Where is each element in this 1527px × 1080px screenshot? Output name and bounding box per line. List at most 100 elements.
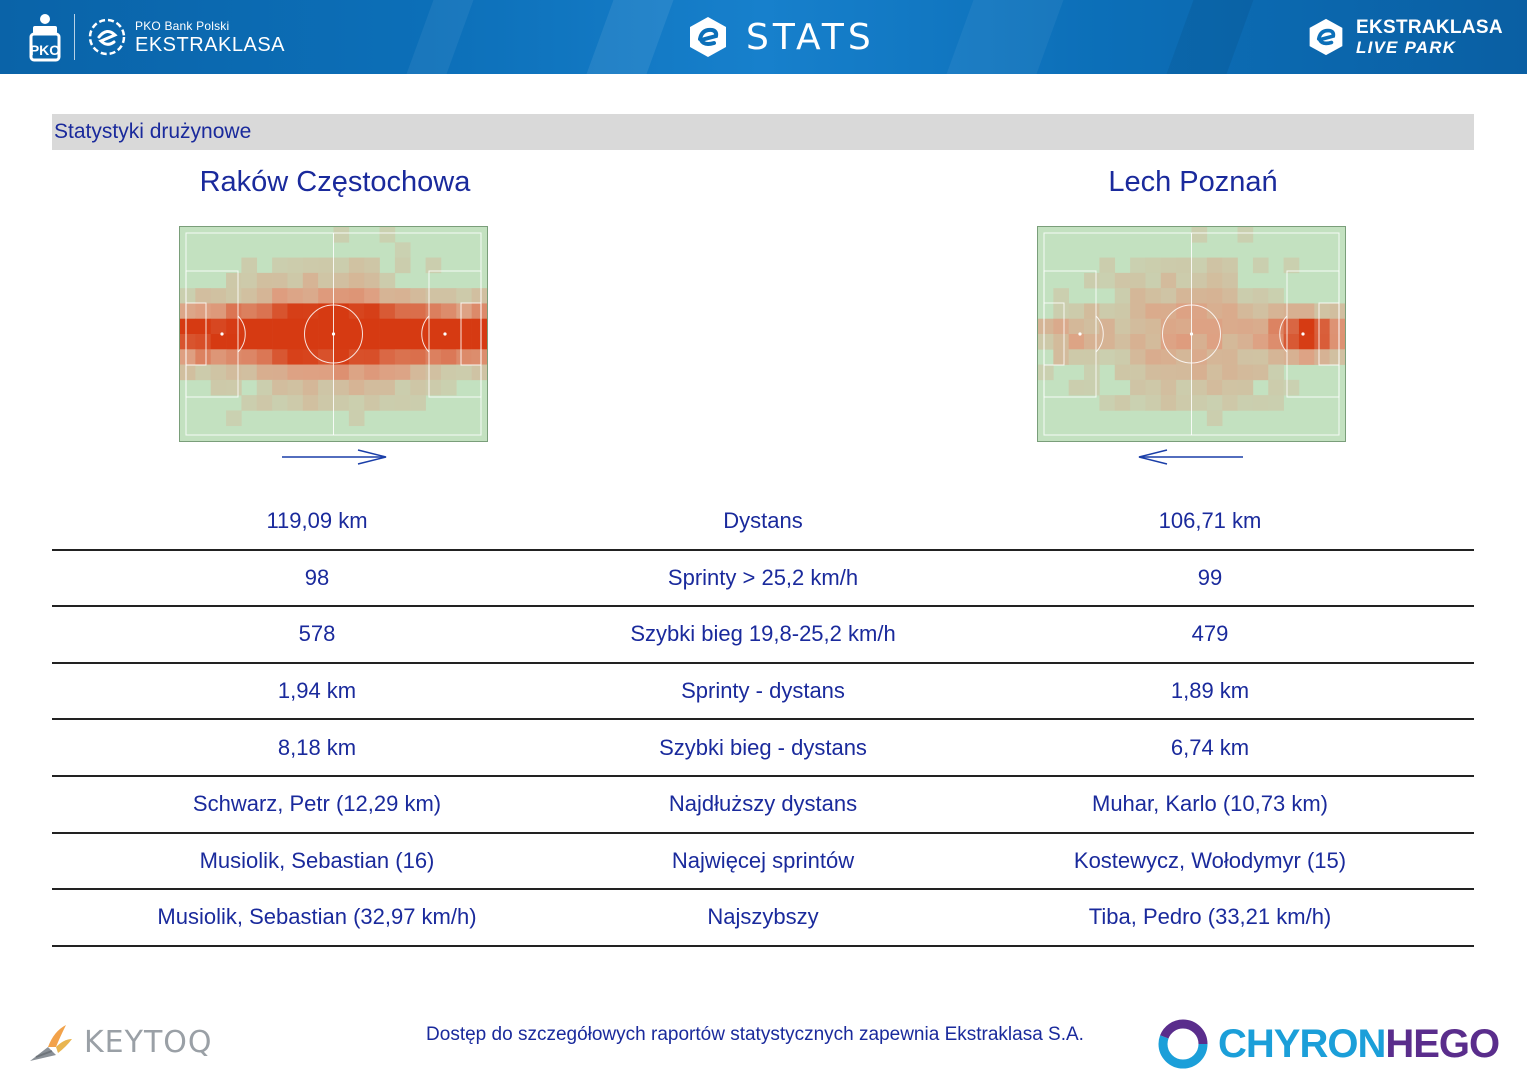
heatmap-cell xyxy=(379,227,396,243)
heatmap-cell xyxy=(1268,334,1284,350)
heatmap-cell xyxy=(440,364,457,381)
heatmap-cell xyxy=(1114,349,1131,365)
heatmap-cell xyxy=(1268,303,1284,320)
heatmap-cell xyxy=(379,364,396,381)
heatmap-cell xyxy=(333,318,350,335)
heatmap-cell xyxy=(1053,349,1069,365)
chyronhego-logo: CHYRON HEGO xyxy=(1156,1016,1500,1072)
heatmap-cell xyxy=(180,303,196,320)
arrow-left-icon xyxy=(1138,449,1243,465)
footer-note: Dostęp do szczegółowych raportów statyst… xyxy=(426,1024,1084,1045)
heatmap-cell xyxy=(1130,364,1146,381)
heatmap-cell xyxy=(348,257,365,274)
team-name-home: Raków Częstochowa xyxy=(199,166,471,198)
heatmap-cell xyxy=(425,349,442,365)
heatmap-cell xyxy=(180,349,196,365)
heatmap-cell xyxy=(379,272,396,289)
heatmap-cell xyxy=(318,334,334,350)
table-row: 8,18 km Szybki bieg - dystans 6,74 km xyxy=(52,720,1474,777)
heatmap-cell xyxy=(1237,364,1254,381)
heatmap-cell xyxy=(226,334,242,350)
hego-text: HEGO xyxy=(1385,1021,1500,1066)
heatmap-cell xyxy=(1145,272,1162,289)
heatmap-cell xyxy=(1252,318,1269,335)
keytoq-logo: KEYTOQ xyxy=(26,1016,213,1068)
heatmap-cell xyxy=(210,288,227,304)
brand-small-text: PKO Bank Polski xyxy=(135,18,230,33)
heatmap-cell xyxy=(287,318,304,335)
heatmap-cell xyxy=(1145,334,1162,350)
heatmap-cell xyxy=(348,379,365,396)
team-name-away: Lech Poznań xyxy=(1108,166,1278,198)
heatmap-cell xyxy=(456,303,472,320)
heatmap-cell xyxy=(1191,318,1208,335)
heatmap-cell xyxy=(1068,379,1085,396)
heatmap-cell xyxy=(425,334,442,350)
heatmap-cell xyxy=(1237,349,1254,365)
heatmap-cell xyxy=(272,349,288,365)
heatmap-cell xyxy=(226,318,242,335)
heatmap-cell xyxy=(1053,288,1069,304)
pitch-spot xyxy=(1301,332,1305,336)
heatmap-cell xyxy=(1314,303,1330,320)
heatmap-cell xyxy=(1145,288,1162,304)
stat-label: Najwięcej sprintów xyxy=(671,847,855,873)
heatmap-cell xyxy=(256,288,273,304)
heatmap-cell xyxy=(1160,303,1177,320)
heatmap-cell xyxy=(1176,257,1192,274)
heatmap-cell xyxy=(302,395,319,411)
heatmap-cell xyxy=(226,349,242,365)
heatmap-cell xyxy=(379,318,396,335)
home-value: Musiolik, Sebastian (16) xyxy=(199,847,435,873)
heatmap-cell xyxy=(1268,364,1284,381)
heatmap-cell xyxy=(241,364,258,381)
pitch-spot xyxy=(1189,332,1194,336)
heatmap-cell xyxy=(394,318,411,335)
away-value: Tiba, Pedro (33,21 km/h) xyxy=(1088,904,1332,930)
heatmap-cell xyxy=(226,379,242,396)
heatmap-cell xyxy=(1237,334,1254,350)
heatmap-cell xyxy=(195,318,211,335)
heatmap-away xyxy=(1037,226,1346,442)
heatmap-cell xyxy=(1068,349,1085,365)
heatmap-cell xyxy=(1084,334,1100,350)
heatmap-cell xyxy=(1268,288,1284,304)
heatmap-cell xyxy=(425,288,442,304)
heatmap-cell xyxy=(1084,349,1100,365)
heatmap-cell xyxy=(1160,288,1177,304)
heatmap-cell xyxy=(1206,303,1223,320)
svg-text:PKO: PKO xyxy=(30,42,60,58)
heatmap-cell xyxy=(333,288,350,304)
stat-label: Najszybszy xyxy=(707,904,819,930)
heatmap-cell xyxy=(210,303,227,320)
heatmap-cell xyxy=(1160,349,1177,365)
heatmap-cell xyxy=(1099,395,1116,411)
heatmap-cell xyxy=(348,410,365,427)
heatmap-cell xyxy=(379,395,396,411)
pko-logo-icon: PKO xyxy=(26,11,64,63)
heatmap-cell xyxy=(226,303,242,320)
heatmap-cell xyxy=(272,395,288,411)
heatmap-cell xyxy=(1191,257,1208,274)
heatmap-cell xyxy=(1114,364,1131,381)
heatmap-cell xyxy=(195,303,211,320)
heatmap-cell xyxy=(210,379,227,396)
heatmap-cell xyxy=(394,303,411,320)
heatmap-cell xyxy=(1130,379,1146,396)
heatmap-cell xyxy=(410,364,426,381)
heatmap-cell xyxy=(256,349,273,365)
heatmap-cell xyxy=(1283,379,1300,396)
heatmap-cell xyxy=(394,288,411,304)
heatmap-cell xyxy=(1191,379,1208,396)
home-value: 119,09 km xyxy=(266,508,368,534)
heatmap-cell xyxy=(333,334,350,350)
heatmap-cell xyxy=(256,303,273,320)
heatmap-cell xyxy=(1145,303,1162,320)
heatmap-home xyxy=(179,226,488,442)
heatmap-cell xyxy=(333,395,350,411)
heatmap-cell xyxy=(1176,395,1192,411)
heatmap-cell xyxy=(364,288,380,304)
heatmap-cell xyxy=(1252,288,1269,304)
heatmap-cell xyxy=(1222,318,1238,335)
heatmap-cell xyxy=(1191,364,1208,381)
